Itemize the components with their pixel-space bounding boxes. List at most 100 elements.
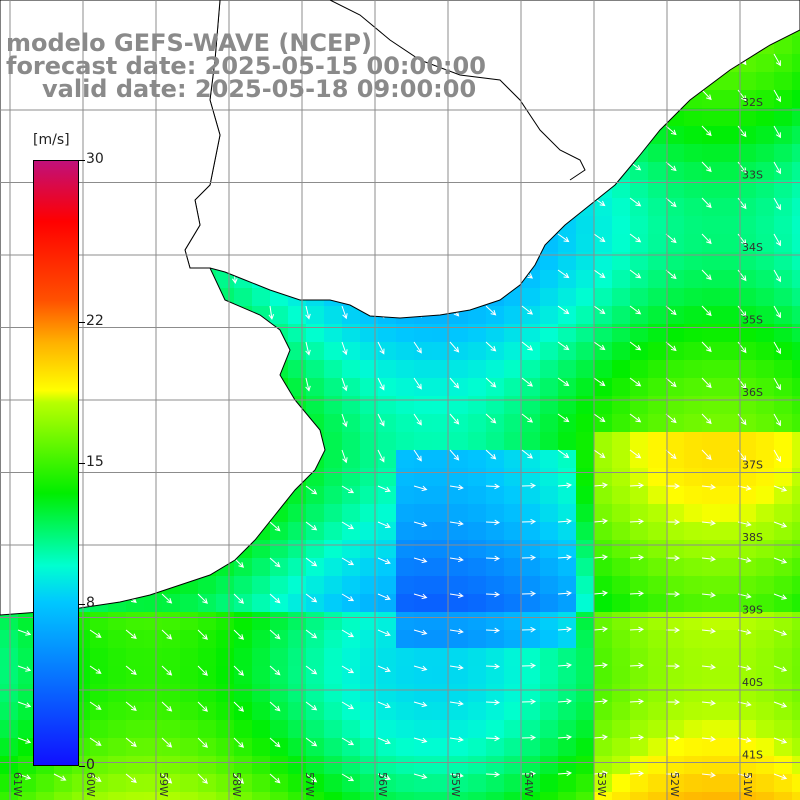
- wind-arrow: [593, 482, 608, 489]
- wind-cell: [522, 792, 540, 800]
- wind-cell: [288, 342, 306, 360]
- wind-cell: [378, 396, 396, 414]
- longitude-label: 51W: [741, 772, 754, 797]
- wind-arrow: [485, 519, 501, 526]
- wind-arrow: [485, 413, 497, 424]
- wind-cell: [378, 666, 396, 684]
- wind-cell: [684, 450, 702, 468]
- wind-cell: [558, 486, 576, 504]
- wind-cell: [792, 198, 800, 216]
- wind-cell: [648, 504, 666, 522]
- wind-arrow: [413, 629, 428, 636]
- wind-cell: [702, 558, 720, 576]
- wind-arrow: [89, 665, 102, 674]
- wind-cell: [720, 504, 738, 522]
- wind-cell: [342, 540, 360, 558]
- wind-cell: [756, 450, 774, 468]
- wind-cell: [180, 792, 198, 800]
- wind-cell: [432, 720, 450, 738]
- wind-cell: [468, 522, 486, 540]
- wind-cell: [378, 540, 396, 558]
- wind-arrow: [593, 518, 608, 525]
- wind-cell: [774, 288, 792, 306]
- wind-cell: [612, 630, 630, 648]
- wind-cell: [396, 468, 414, 486]
- wind-cell: [792, 504, 800, 522]
- colorbar-tick-label: 8: [86, 595, 95, 612]
- wind-cell: [702, 684, 720, 702]
- wind-cell: [360, 558, 378, 576]
- wind-cell: [612, 216, 630, 234]
- wind-arrow: [665, 483, 681, 489]
- wind-cell: [756, 738, 774, 756]
- wind-cell: [774, 504, 792, 522]
- wind-arrow: [557, 734, 573, 741]
- wind-arrow: [305, 737, 318, 747]
- wind-arrow: [449, 628, 464, 635]
- wind-cell: [450, 648, 468, 666]
- wind-cell: [720, 90, 738, 108]
- land-mass: [0, 0, 800, 616]
- wind-cell: [108, 774, 126, 792]
- wind-cell: [738, 198, 756, 216]
- wind-cell: [684, 180, 702, 198]
- wind-cell: [738, 72, 756, 90]
- wind-cell: [684, 198, 702, 216]
- wind-cell: [414, 684, 432, 702]
- wind-cell: [594, 216, 612, 234]
- wind-cell: [468, 342, 486, 360]
- wind-cell: [576, 612, 594, 630]
- wind-cell: [324, 486, 342, 504]
- wind-arrow: [377, 557, 391, 565]
- wind-cell: [774, 450, 792, 468]
- wind-cell: [306, 324, 324, 342]
- wind-cell: [738, 378, 756, 396]
- wind-cell: [594, 324, 612, 342]
- wind-cell: [306, 576, 324, 594]
- wind-cell: [360, 378, 378, 396]
- wind-cell: [216, 594, 234, 612]
- wind-cell: [684, 216, 702, 234]
- wind-cell: [594, 486, 612, 504]
- wind-cell: [576, 720, 594, 738]
- wind-cell: [324, 468, 342, 486]
- wind-cell: [720, 756, 738, 774]
- wind-arrow: [701, 305, 712, 317]
- wind-cell: [486, 792, 504, 800]
- wind-cell: [612, 252, 630, 270]
- wind-cell: [342, 576, 360, 594]
- wind-cell: [756, 234, 774, 252]
- wind-arrow: [521, 482, 537, 489]
- longitude-label: 53W: [595, 772, 608, 797]
- wind-cell: [540, 468, 558, 486]
- wind-cell: [18, 774, 36, 792]
- wind-cell: [396, 594, 414, 612]
- wind-cell: [468, 360, 486, 378]
- wind-cell: [324, 306, 342, 324]
- wind-cell: [216, 648, 234, 666]
- wind-cell: [774, 54, 792, 72]
- wind-cell: [108, 648, 126, 666]
- wind-arrow: [665, 125, 677, 136]
- wind-cell: [684, 774, 702, 792]
- wind-arrow: [269, 737, 281, 748]
- wind-cell: [756, 432, 774, 450]
- wind-cell: [18, 702, 36, 720]
- wind-arrow: [665, 771, 681, 777]
- wind-cell: [756, 684, 774, 702]
- wind-arrow: [305, 593, 318, 603]
- wind-arrow: [773, 53, 781, 67]
- wind-cell: [540, 504, 558, 522]
- wind-arrow: [665, 377, 677, 388]
- wind-cell: [468, 666, 486, 684]
- wind-cell: [162, 756, 180, 774]
- wind-cell: [738, 216, 756, 234]
- wind-cell: [504, 468, 522, 486]
- wind-cell: [540, 522, 558, 540]
- longitude-label: 59W: [157, 772, 170, 797]
- wind-cell: [324, 450, 342, 468]
- wind-cell: [774, 702, 792, 720]
- wind-cell: [342, 774, 360, 792]
- wind-cell: [360, 792, 378, 800]
